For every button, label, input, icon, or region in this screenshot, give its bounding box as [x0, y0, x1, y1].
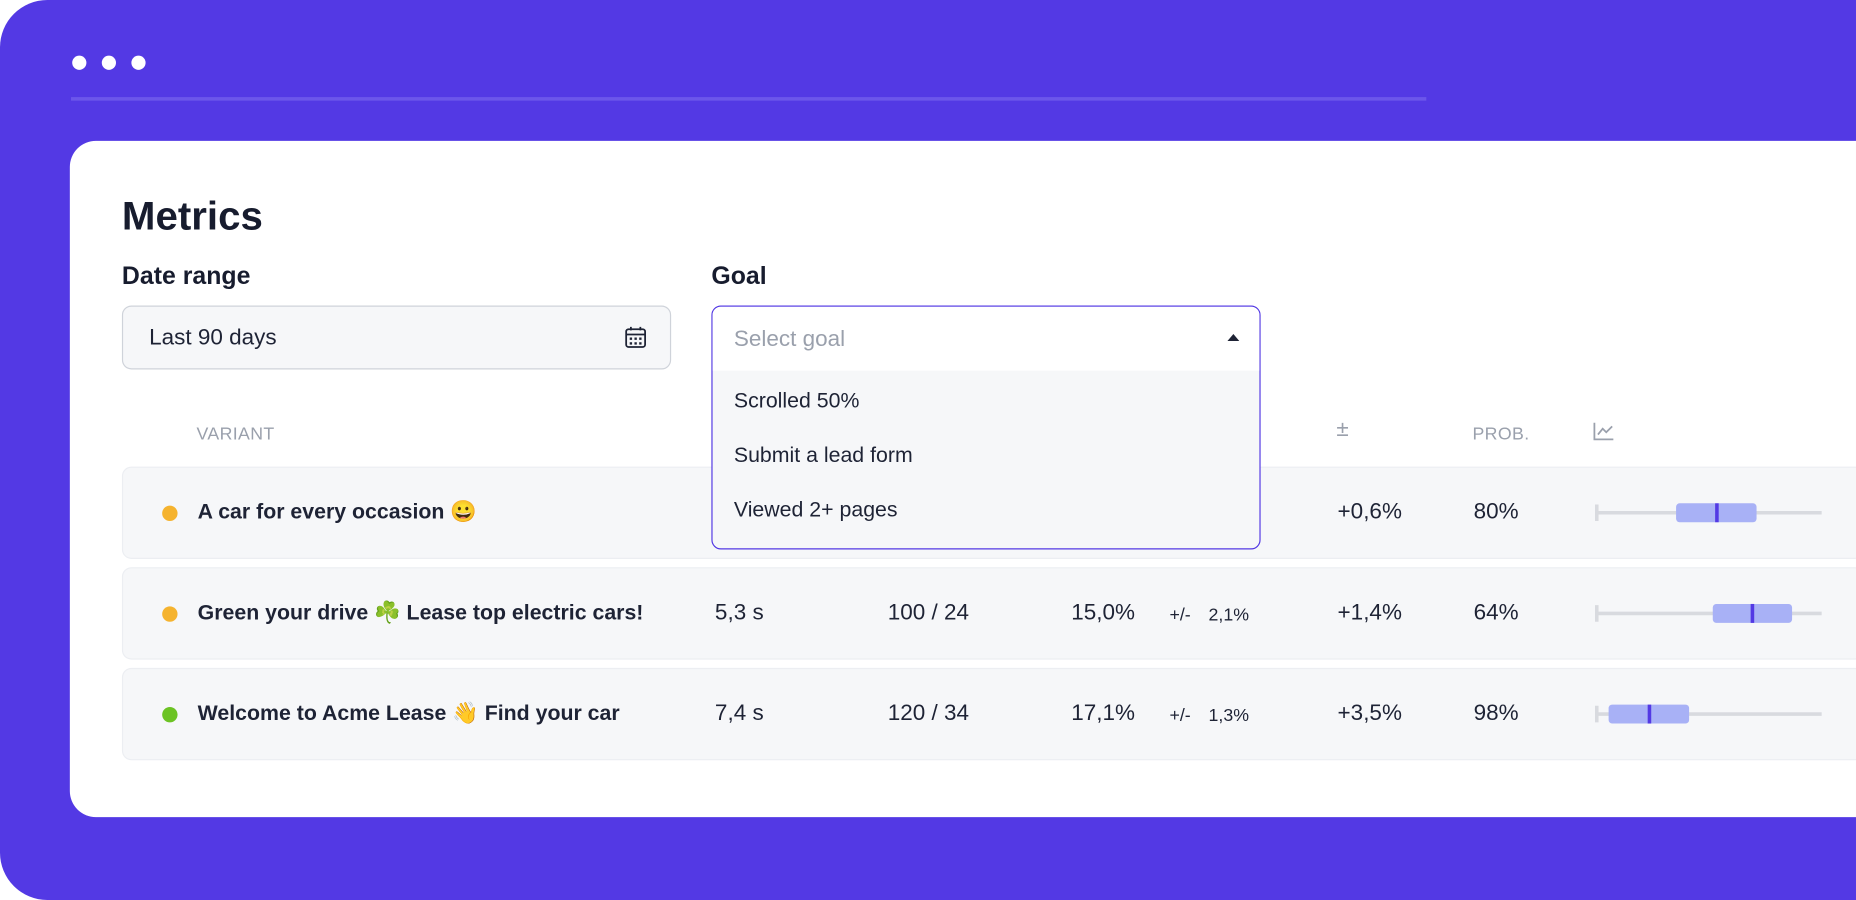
variant-name: Welcome to Acme Lease 👋 Find your car — [197, 701, 620, 725]
date-range-label: Date range — [121, 262, 251, 291]
goal-option[interactable]: Scrolled 50% — [733, 388, 860, 413]
goal-select-field: Select goal — [712, 306, 1260, 371]
goal-label: Goal — [711, 262, 767, 291]
table-row[interactable]: Welcome to Acme Lease 👋 Find your car 7,4… — [121, 667, 1856, 761]
cell-ci: 1,3% — [1208, 705, 1250, 726]
column-header: PROB. — [1472, 423, 1530, 445]
cell-prob: 64% — [1473, 600, 1519, 626]
column-header: VARIANT — [196, 423, 275, 445]
date-range-value: Last 90 days — [149, 325, 277, 351]
dropdown-caret — [1227, 333, 1240, 342]
window-dot — [72, 55, 87, 70]
table-row[interactable]: Green your drive ☘️ Lease top electric c… — [121, 567, 1856, 660]
window-dot — [131, 55, 146, 70]
variant-name: Green your drive ☘️ Lease top electric c… — [197, 600, 644, 625]
calendar-icon — [625, 326, 646, 348]
column-header: ± — [1336, 416, 1350, 442]
box-plot — [1594, 704, 1822, 724]
cell-lift: +0,6% — [1337, 499, 1402, 525]
cell-lift: +3,5% — [1337, 701, 1402, 726]
cell-time: 5,3 s — [714, 600, 764, 626]
cell-time: 7,4 s — [714, 701, 764, 726]
cell-visitors: 100 / 24 — [887, 600, 970, 626]
cell-rate: 17,1% — [1071, 701, 1135, 726]
box-plot-part — [1750, 603, 1755, 623]
cell-ci-prefix: +/- — [1169, 705, 1191, 726]
box-plot-part — [1647, 704, 1652, 724]
box-plot-part — [1715, 503, 1719, 523]
goal-placeholder: Select goal — [733, 326, 846, 352]
cell-visitors: 120 / 34 — [887, 701, 970, 726]
cell-ci-prefix: +/- — [1169, 605, 1191, 626]
cell-rate: 15,0% — [1071, 600, 1135, 626]
variant-name: A car for every occasion 😀 — [197, 499, 477, 524]
status-dot — [162, 505, 178, 522]
address-bar — [71, 97, 1427, 101]
window-dot — [101, 55, 116, 70]
cell-lift: +1,4% — [1337, 600, 1402, 626]
status-dot — [162, 606, 178, 622]
cell-ci: 2,1% — [1208, 605, 1250, 626]
chart-icon — [1593, 422, 1614, 441]
date-range-input[interactable]: Last 90 days — [121, 305, 672, 370]
page-title: Metrics — [121, 194, 263, 240]
goal-option[interactable]: Viewed 2+ pages — [733, 497, 898, 522]
box-plot — [1594, 503, 1822, 523]
goal-select[interactable]: Select goal Scrolled 50% Submit a lead fo… — [711, 305, 1261, 550]
cell-prob: 98% — [1473, 701, 1519, 726]
goal-option[interactable]: Submit a lead form — [733, 442, 913, 467]
status-dot — [162, 706, 178, 723]
box-plot — [1594, 603, 1822, 623]
cell-prob: 80% — [1473, 499, 1519, 525]
